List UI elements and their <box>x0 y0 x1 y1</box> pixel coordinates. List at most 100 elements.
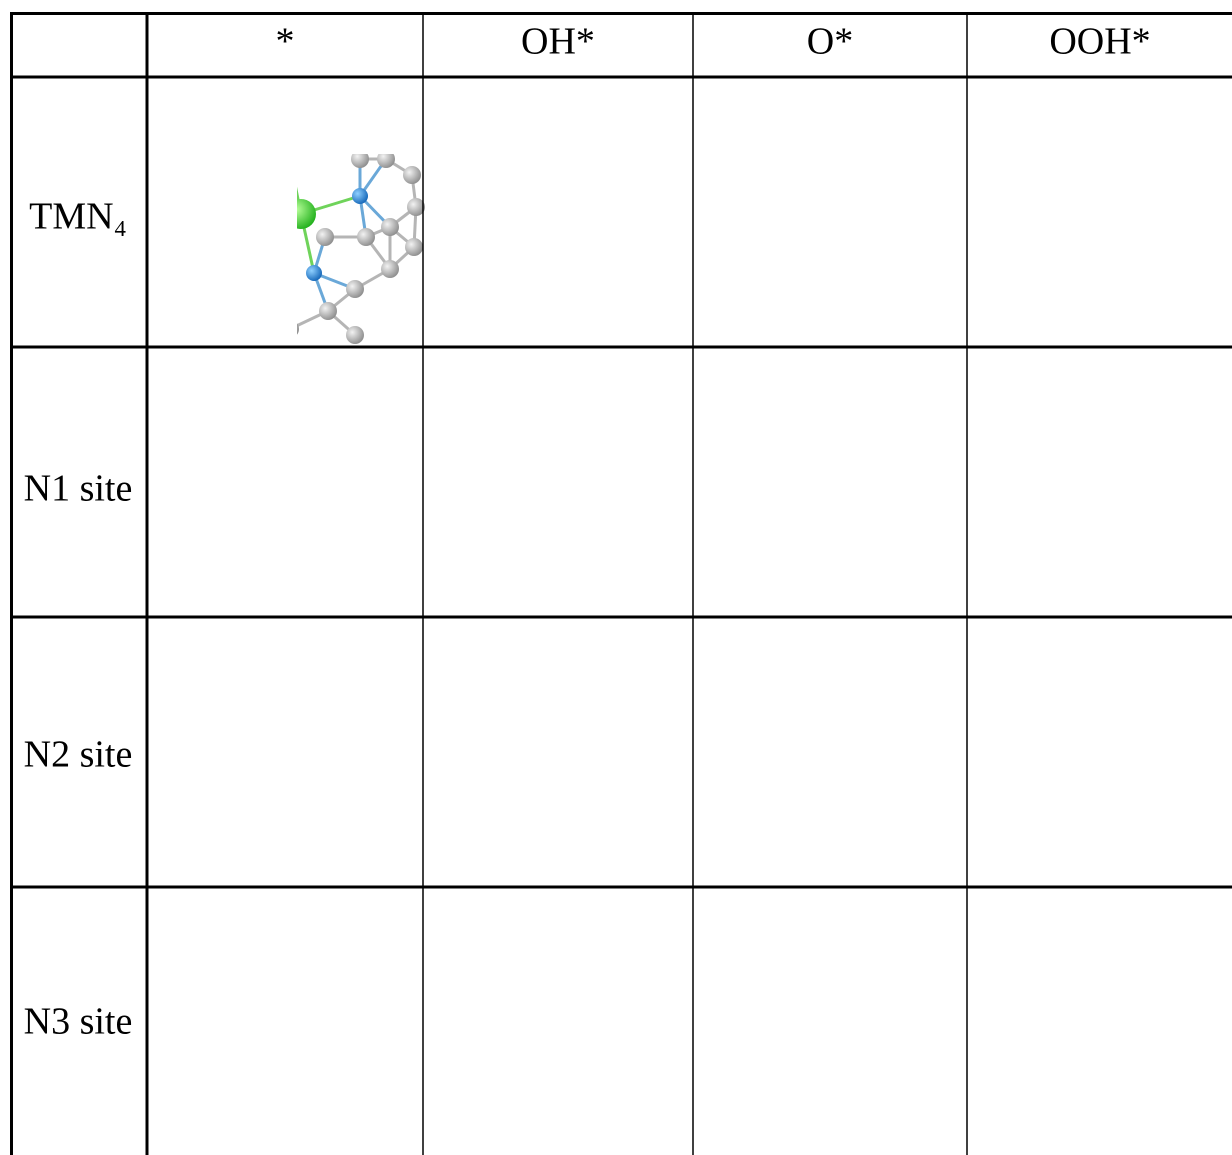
carbon-atom <box>1161 596 1179 614</box>
bond <box>1227 445 1231 477</box>
bond <box>360 736 390 767</box>
carbon-atom <box>201 736 219 754</box>
oxygen-atom <box>565 1015 583 1033</box>
carbon-atom <box>976 676 994 694</box>
bond <box>1025 1099 1033 1143</box>
bond <box>515 907 548 929</box>
carbon-atom <box>619 820 637 838</box>
carbon-atom <box>978 630 996 648</box>
carbon-atom <box>506 88 524 106</box>
bond <box>639 777 663 809</box>
bond <box>528 1131 563 1139</box>
bond <box>787 367 820 389</box>
carbon-atom <box>199 920 217 938</box>
structure-image <box>706 80 970 344</box>
carbon-atom <box>1220 238 1232 256</box>
carbon-atom <box>622 653 640 671</box>
bond <box>687 477 689 517</box>
carbon-atom <box>592 1112 610 1130</box>
nitrogen-atom <box>554 147 570 163</box>
carbon-atom <box>1016 736 1034 754</box>
carbon-atom <box>589 498 607 516</box>
carbon-atom <box>1196 488 1214 506</box>
carbon-atom <box>791 852 809 870</box>
bond <box>314 543 328 581</box>
bond <box>639 507 663 539</box>
bond <box>1129 1083 1143 1121</box>
bond <box>633 196 663 227</box>
bond <box>755 1015 787 1043</box>
carbon-atom <box>269 450 287 468</box>
bond <box>358 122 360 159</box>
carbon-atom <box>1196 800 1214 818</box>
carbon-atom <box>1161 1090 1179 1108</box>
bond <box>1137 647 1173 662</box>
carbon-atom <box>1016 1006 1034 1024</box>
oxygen-atom <box>837 205 855 223</box>
bond <box>443 1035 448 1079</box>
bond <box>903 662 905 699</box>
carbon-atom <box>246 312 264 330</box>
bond <box>905 699 931 736</box>
carbon-atom <box>201 196 219 214</box>
bond <box>663 767 687 787</box>
carbon-atom <box>1220 778 1232 796</box>
carbon-atom <box>514 824 532 842</box>
hydrogen-atom <box>1065 443 1075 453</box>
bond <box>562 695 574 754</box>
carbon-atom <box>622 113 640 131</box>
bond <box>1025 1099 1065 1103</box>
bond <box>1129 273 1143 311</box>
bond <box>717 909 753 929</box>
bond <box>1093 155 1104 189</box>
metal-atom <box>1101 1009 1131 1039</box>
bond <box>1090 389 1104 425</box>
nitrogen-atom <box>625 728 641 744</box>
bond <box>210 289 250 293</box>
carbon-atom <box>1164 113 1182 131</box>
nitrogen-atom <box>352 728 368 744</box>
structure-image <box>161 350 425 614</box>
bond <box>1080 458 1116 484</box>
bond <box>1057 637 1090 659</box>
carbon-atom <box>474 736 492 754</box>
carbon-atom <box>864 1112 882 1130</box>
carbon-atom <box>891 280 909 298</box>
oxygen-atom <box>837 745 855 763</box>
nitrogen-atom <box>1121 805 1137 821</box>
carbon-atom <box>201 550 219 568</box>
bond <box>628 539 663 559</box>
nitrogen-atom <box>1049 225 1065 241</box>
bond <box>663 207 689 227</box>
carbon-atom <box>474 196 492 214</box>
bond <box>587 813 628 829</box>
carbon-atom <box>554 590 572 608</box>
nitrogen-atom <box>851 805 867 821</box>
bond <box>867 377 903 392</box>
bond <box>1175 699 1201 736</box>
carbon-atom <box>976 486 994 504</box>
hydrogen-atom <box>920 80 930 90</box>
bond <box>985 145 1020 165</box>
carbon-atom <box>349 653 367 671</box>
bond <box>360 736 366 777</box>
bond <box>355 809 390 829</box>
bond <box>834 425 846 484</box>
carbon-atom <box>981 1070 999 1088</box>
carbon-atom <box>1056 554 1074 572</box>
bond <box>1116 736 1175 754</box>
carbon-atom <box>346 1136 364 1154</box>
carbon-atom <box>319 572 337 590</box>
bond <box>1205 477 1231 497</box>
nitrogen-atom <box>352 188 368 204</box>
bond <box>835 1121 873 1139</box>
bond <box>574 736 633 754</box>
bond <box>631 97 655 122</box>
bond <box>218 591 255 603</box>
bond <box>867 917 903 932</box>
hydrogen-atom <box>648 620 658 630</box>
carbon-atom <box>266 110 284 128</box>
bond <box>170 495 175 539</box>
oxygen-atom <box>565 475 583 493</box>
bond <box>483 829 491 873</box>
